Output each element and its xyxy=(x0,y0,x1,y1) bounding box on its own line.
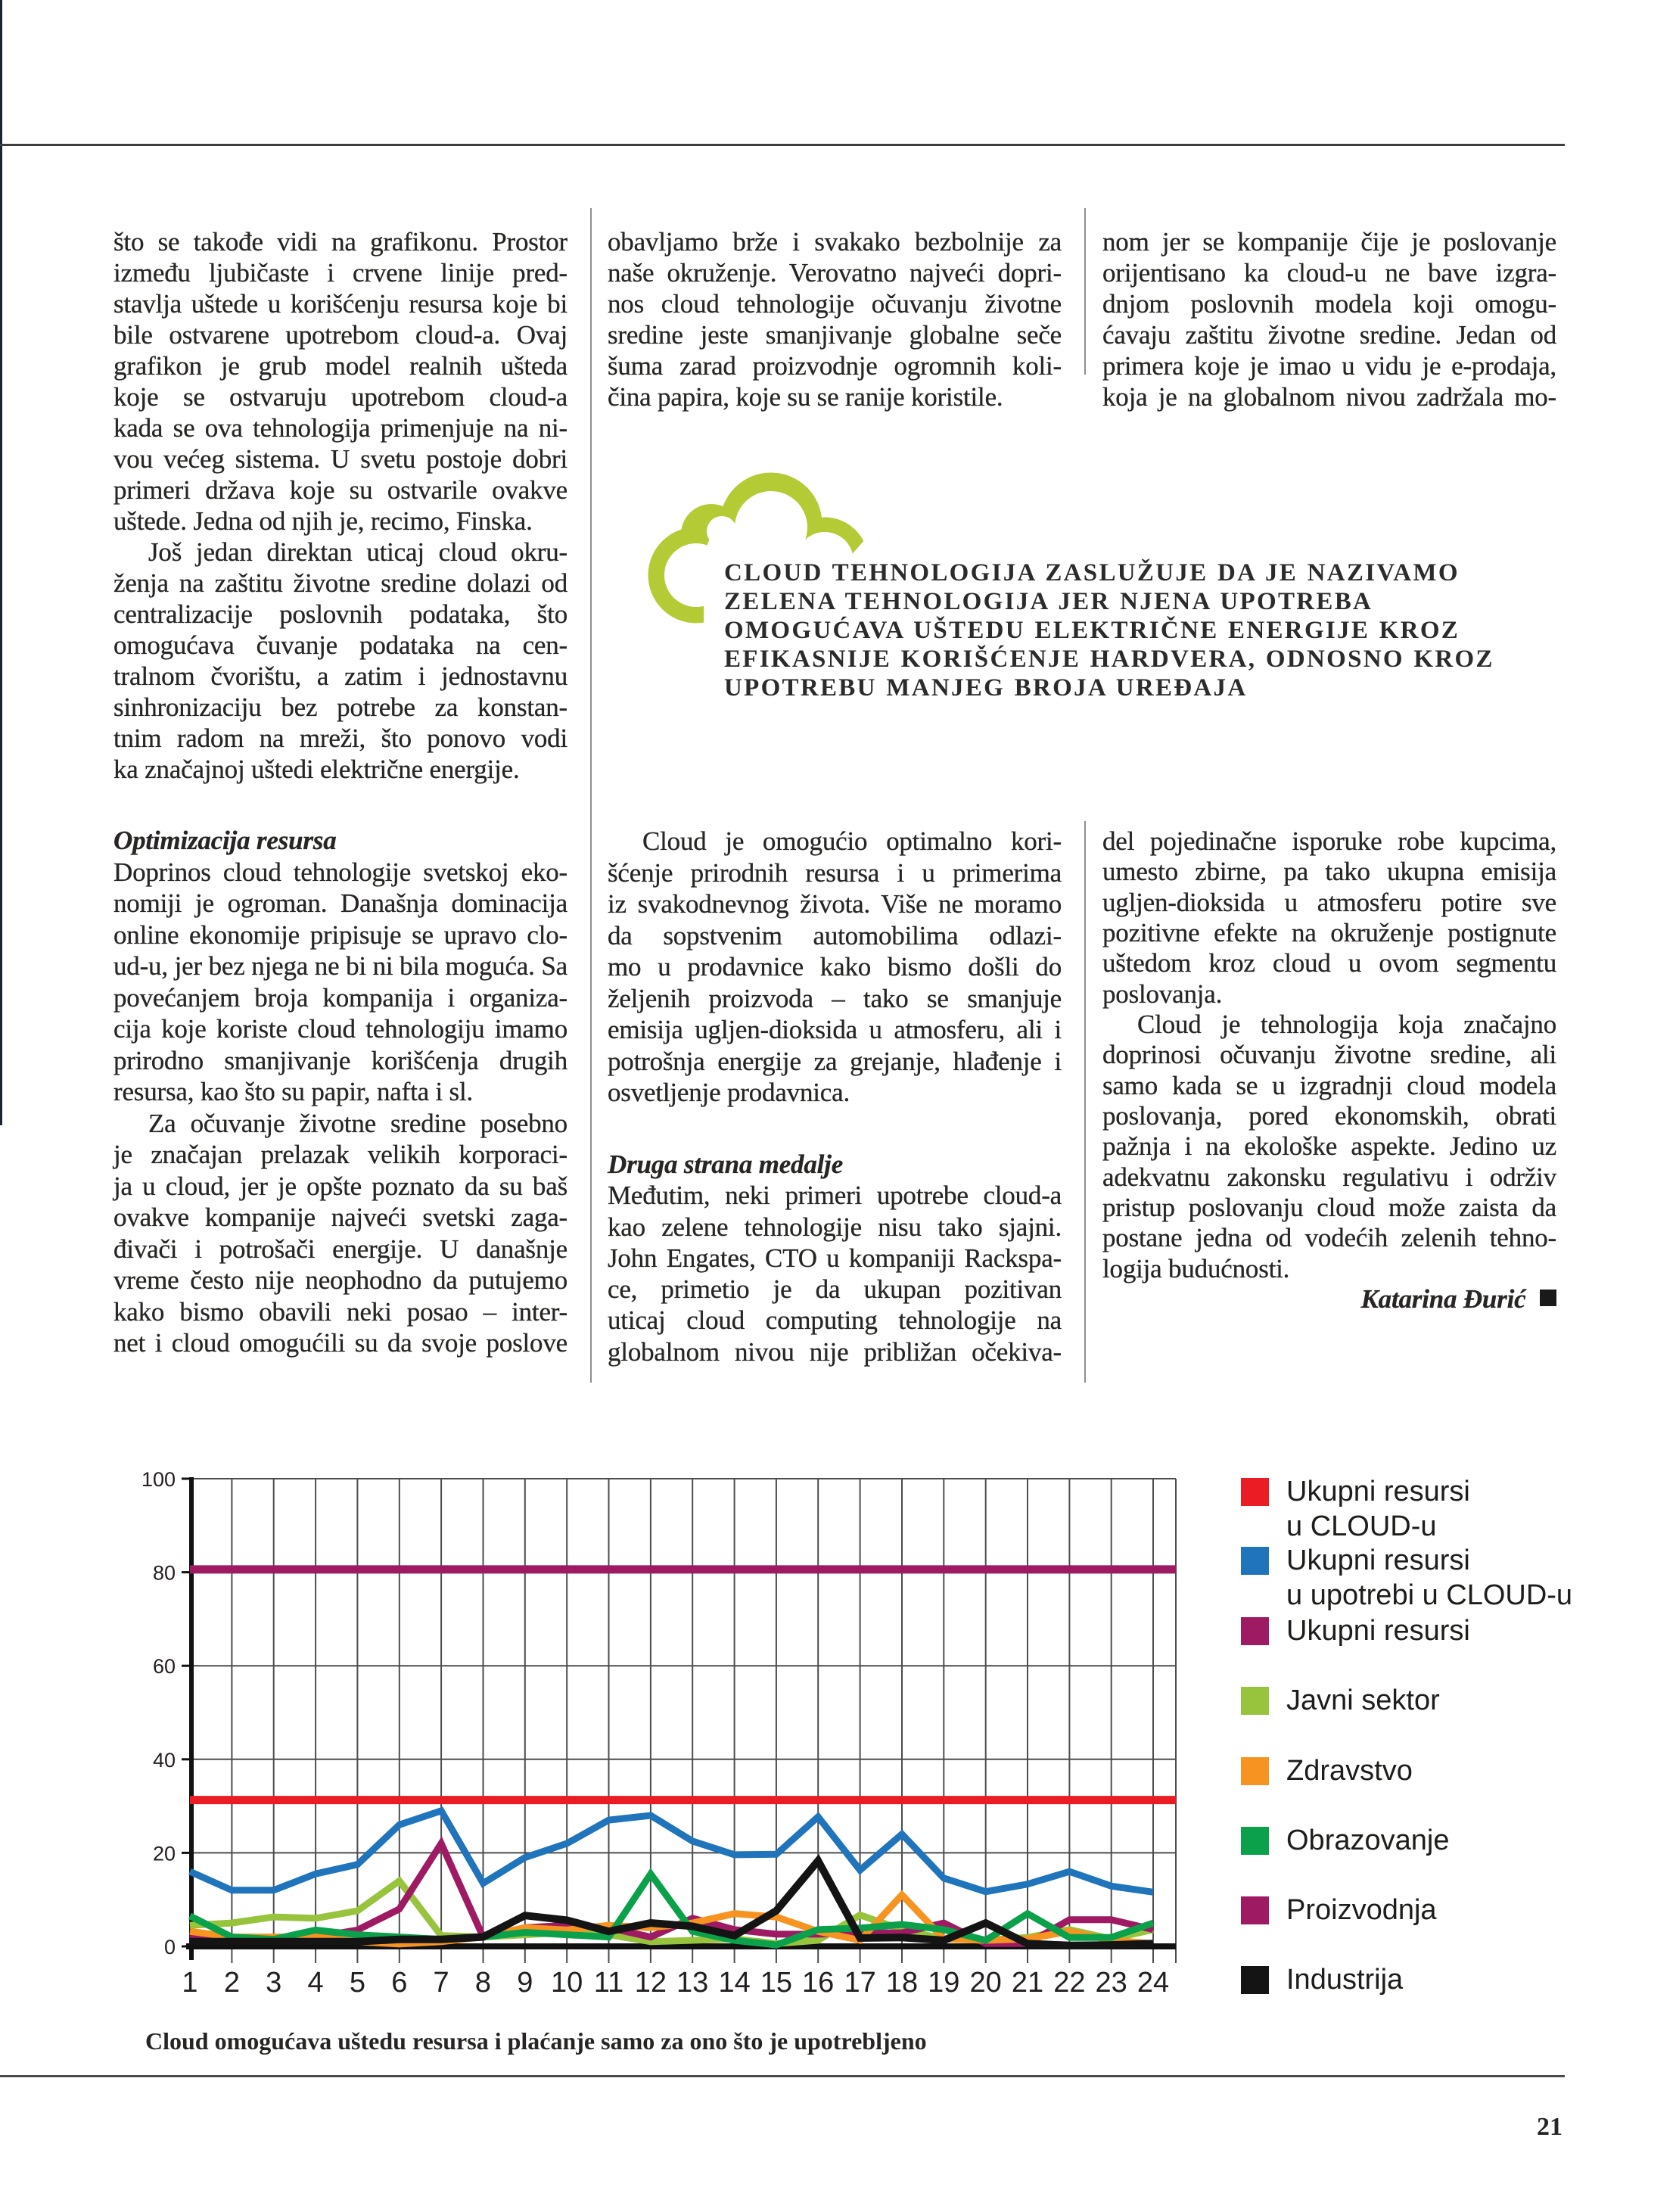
svg-text:13: 13 xyxy=(676,1967,708,1999)
svg-text:17: 17 xyxy=(844,1967,875,1999)
svg-text:21: 21 xyxy=(1012,1967,1043,1999)
svg-text:8: 8 xyxy=(475,1967,491,1999)
svg-text:40: 40 xyxy=(153,1749,176,1772)
svg-text:3: 3 xyxy=(266,1967,281,1999)
svg-text:Zdravstvo: Zdravstvo xyxy=(1286,1755,1413,1787)
svg-text:9: 9 xyxy=(517,1967,533,1999)
svg-text:u CLOUD-u: u CLOUD-u xyxy=(1286,1510,1437,1542)
svg-text:11: 11 xyxy=(594,1967,623,1999)
svg-text:22: 22 xyxy=(1053,1967,1085,1999)
svg-text:10: 10 xyxy=(551,1967,583,1999)
svg-text:15: 15 xyxy=(760,1967,792,1999)
svg-text:7: 7 xyxy=(434,1967,449,1999)
svg-text:Proizvodnja: Proizvodnja xyxy=(1286,1894,1437,1926)
svg-text:19: 19 xyxy=(928,1967,959,1999)
svg-text:Ukupni resursi: Ukupni resursi xyxy=(1286,1615,1470,1647)
svg-text:6: 6 xyxy=(391,1967,407,1999)
svg-text:20: 20 xyxy=(153,1842,176,1865)
svg-text:2: 2 xyxy=(224,1967,240,1999)
svg-text:Ukupni resursi: Ukupni resursi xyxy=(1286,1476,1470,1507)
svg-text:16: 16 xyxy=(802,1967,834,1999)
svg-text:80: 80 xyxy=(153,1562,176,1585)
svg-text:u upotrebi u CLOUD-u: u upotrebi u CLOUD-u xyxy=(1286,1579,1572,1611)
svg-text:Ukupni resursi: Ukupni resursi xyxy=(1286,1545,1470,1576)
svg-text:24: 24 xyxy=(1137,1967,1169,1999)
svg-text:12: 12 xyxy=(635,1967,667,1999)
svg-text:1: 1 xyxy=(182,1967,197,1999)
svg-text:60: 60 xyxy=(153,1655,176,1678)
svg-text:Obrazovanje: Obrazovanje xyxy=(1286,1825,1449,1856)
svg-text:18: 18 xyxy=(886,1967,918,1999)
svg-text:0: 0 xyxy=(164,1936,176,1958)
svg-text:5: 5 xyxy=(350,1967,365,1999)
svg-text:100: 100 xyxy=(141,1468,176,1491)
svg-text:Javni sektor: Javni sektor xyxy=(1286,1685,1440,1716)
svg-text:Industrija: Industrija xyxy=(1286,1964,1404,1996)
svg-text:20: 20 xyxy=(970,1967,1002,1999)
svg-text:14: 14 xyxy=(718,1967,750,1999)
svg-text:4: 4 xyxy=(308,1967,324,1999)
svg-text:23: 23 xyxy=(1096,1967,1127,1999)
